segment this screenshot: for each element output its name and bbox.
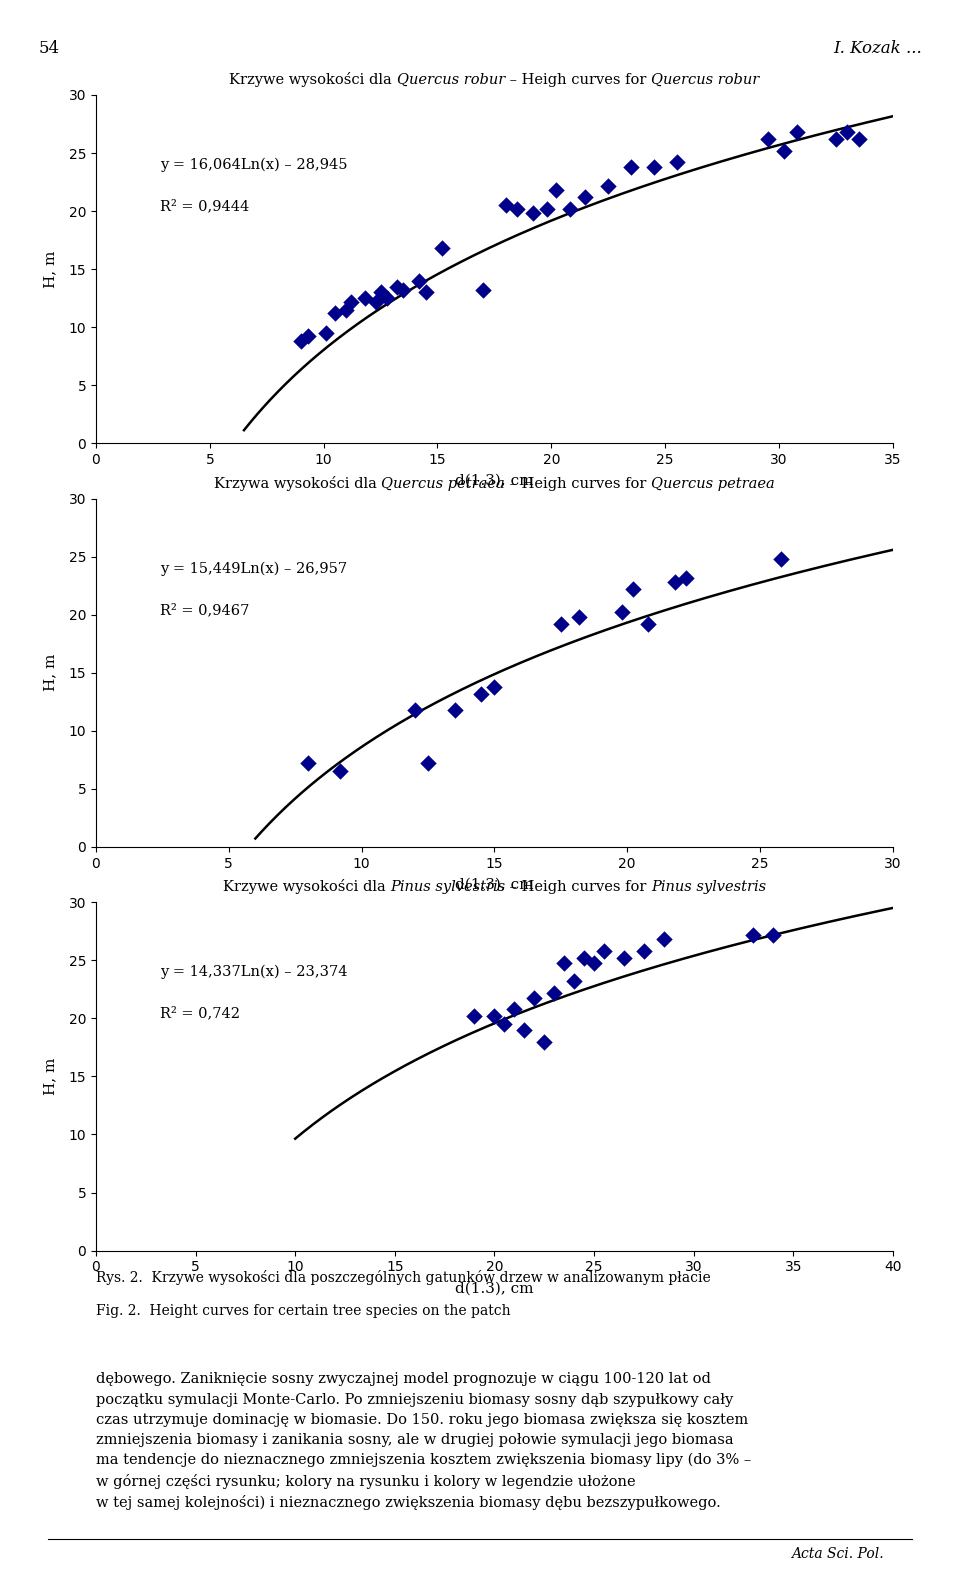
- Point: [300, 750, 316, 776]
- Text: Fig. 2.  Height curves for certain tree species on the patch: Fig. 2. Height curves for certain tree s…: [96, 1304, 511, 1319]
- Point: [487, 1004, 502, 1029]
- Point: [475, 277, 491, 302]
- Point: [553, 611, 568, 636]
- Point: [596, 939, 612, 964]
- Point: [640, 611, 656, 636]
- Point: [656, 926, 671, 951]
- Point: [473, 681, 489, 706]
- Point: [746, 923, 761, 948]
- Y-axis label: H, m: H, m: [43, 1057, 58, 1095]
- Point: [498, 193, 514, 218]
- Text: I. Kozak ...: I. Kozak ...: [833, 40, 922, 57]
- Point: [789, 119, 804, 144]
- Point: [467, 1004, 482, 1029]
- X-axis label: d(1.3), cm: d(1.3), cm: [455, 473, 534, 488]
- Text: R² = 0,9467: R² = 0,9467: [159, 603, 249, 617]
- Text: Acta Sci. Pol.: Acta Sci. Pol.: [791, 1547, 883, 1561]
- Point: [562, 196, 577, 222]
- Point: [776, 138, 791, 163]
- Point: [614, 600, 630, 625]
- Point: [339, 298, 354, 323]
- Point: [496, 1012, 512, 1037]
- Point: [487, 674, 502, 700]
- Point: [578, 185, 593, 211]
- Text: Pinus sylvestris: Pinus sylvestris: [390, 880, 505, 894]
- Point: [516, 1018, 532, 1043]
- Point: [446, 697, 463, 722]
- Point: [576, 945, 591, 970]
- Y-axis label: H, m: H, m: [43, 654, 58, 692]
- Text: Krzywe wysokości dla: Krzywe wysokości dla: [223, 879, 390, 894]
- Point: [828, 127, 844, 152]
- Point: [669, 150, 684, 176]
- Text: y = 15,449Ln(x) – 26,957: y = 15,449Ln(x) – 26,957: [159, 562, 347, 576]
- Y-axis label: H, m: H, m: [43, 250, 58, 288]
- Point: [372, 280, 388, 306]
- Point: [389, 274, 404, 299]
- Point: [420, 750, 436, 776]
- Text: 54: 54: [38, 40, 60, 57]
- Text: Rys. 2.  Krzywe wysokości dla poszczególnych gatunków drzew w analizowanym płaci: Rys. 2. Krzywe wysokości dla poszczególn…: [96, 1270, 710, 1284]
- Point: [616, 945, 632, 970]
- Point: [540, 196, 555, 222]
- Point: [510, 196, 525, 222]
- Point: [526, 985, 541, 1010]
- Text: – Heigh curves for: – Heigh curves for: [505, 880, 651, 894]
- Text: – Heigh curves for: – Heigh curves for: [505, 73, 651, 87]
- Text: Quercus robur: Quercus robur: [651, 73, 759, 87]
- Point: [548, 177, 564, 203]
- Point: [525, 201, 540, 226]
- Point: [319, 320, 334, 345]
- Point: [293, 328, 308, 353]
- X-axis label: d(1.3), cm: d(1.3), cm: [455, 1281, 534, 1295]
- Point: [587, 950, 602, 975]
- Point: [623, 154, 638, 179]
- Point: [369, 290, 384, 315]
- Point: [434, 236, 449, 261]
- Point: [557, 950, 572, 975]
- Text: R² = 0,9444: R² = 0,9444: [159, 199, 249, 214]
- Point: [344, 290, 359, 315]
- Text: Krzywa wysokości dla: Krzywa wysokości dla: [214, 475, 381, 491]
- Point: [760, 127, 776, 152]
- Text: y = 16,064Ln(x) – 28,945: y = 16,064Ln(x) – 28,945: [159, 158, 348, 173]
- Point: [419, 280, 434, 306]
- Text: y = 14,337Ln(x) – 23,374: y = 14,337Ln(x) – 23,374: [159, 966, 348, 980]
- Point: [537, 1029, 552, 1054]
- Text: Quercus petraea: Quercus petraea: [381, 476, 505, 491]
- Point: [601, 173, 616, 198]
- Point: [380, 285, 396, 310]
- Point: [546, 980, 562, 1005]
- Point: [333, 758, 348, 784]
- Point: [636, 939, 652, 964]
- Point: [507, 996, 522, 1021]
- Point: [412, 268, 427, 293]
- Point: [774, 546, 789, 571]
- Point: [572, 605, 588, 630]
- Text: Krzywe wysokości dla: Krzywe wysokości dla: [229, 71, 396, 87]
- Point: [678, 565, 693, 590]
- Text: dębowego. Zaniknięcie sosny zwyczajnej model prognozuje w ciągu 100-120 lat od
p: dębowego. Zaniknięcie sosny zwyczajnej m…: [96, 1372, 752, 1510]
- Point: [300, 325, 316, 350]
- X-axis label: d(1.3), cm: d(1.3), cm: [455, 877, 534, 891]
- Text: Pinus sylvestris: Pinus sylvestris: [651, 880, 766, 894]
- Text: Quercus petraea: Quercus petraea: [651, 476, 775, 491]
- Point: [646, 154, 661, 179]
- Point: [851, 127, 866, 152]
- Point: [766, 923, 781, 948]
- Point: [407, 697, 422, 722]
- Point: [840, 119, 855, 144]
- Point: [566, 969, 582, 994]
- Point: [396, 277, 411, 302]
- Text: Quercus robur: Quercus robur: [396, 73, 505, 87]
- Point: [625, 576, 640, 602]
- Text: R² = 0,742: R² = 0,742: [159, 1007, 240, 1021]
- Point: [667, 570, 683, 595]
- Point: [327, 301, 343, 326]
- Text: – Heigh curves for: – Heigh curves for: [505, 476, 651, 491]
- Point: [357, 285, 372, 310]
